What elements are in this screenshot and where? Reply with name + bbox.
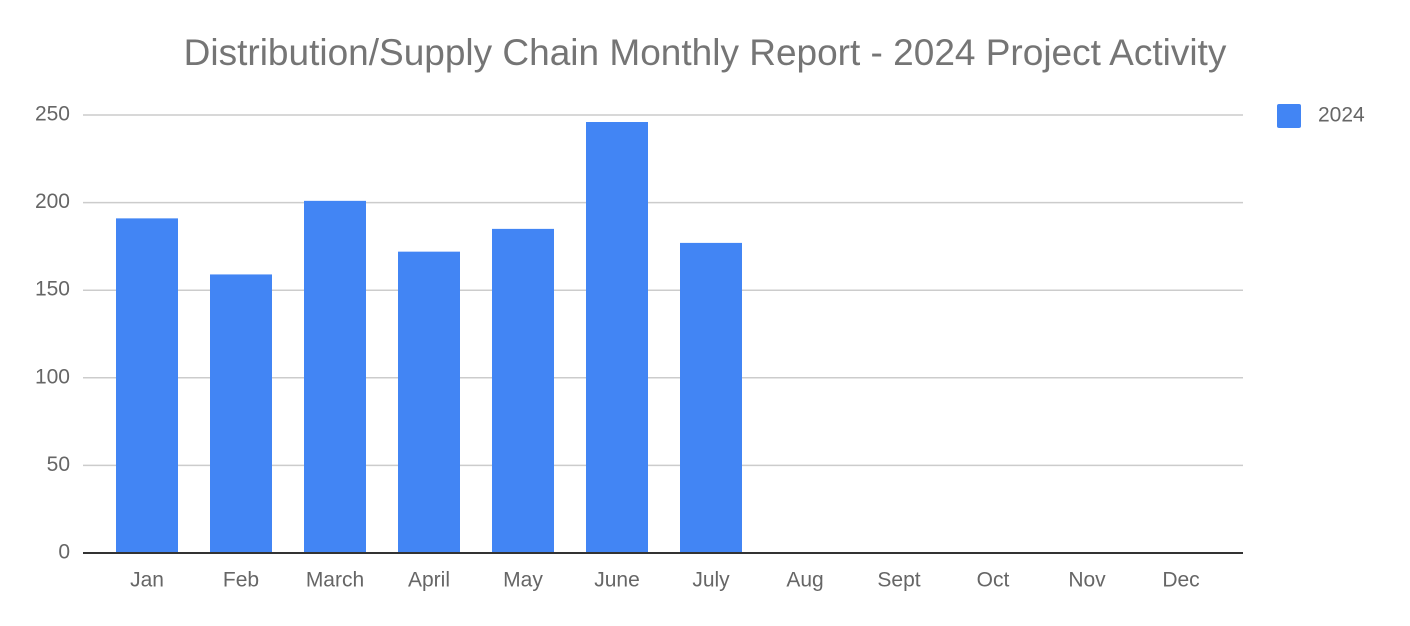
x-tick-label: Jan (130, 569, 164, 592)
bar (680, 242, 742, 553)
legend-swatch (1277, 104, 1301, 128)
y-tick-label: 50 (47, 453, 70, 476)
x-tick-label: Feb (223, 569, 259, 592)
x-tick-label: July (692, 569, 730, 592)
x-tick-label: Dec (1162, 569, 1199, 592)
y-tick-label: 250 (35, 103, 70, 126)
y-tick-label: 0 (58, 541, 70, 564)
bar (586, 122, 648, 554)
y-tick-label: 100 (35, 365, 70, 388)
x-tick-label: Sept (877, 569, 920, 592)
x-tick-label: Nov (1068, 569, 1106, 592)
x-tick-label: June (594, 569, 640, 592)
bar (492, 228, 554, 553)
x-tick-label: Aug (786, 569, 823, 592)
bar (210, 274, 272, 553)
bar (398, 251, 460, 553)
y-tick-label: 150 (35, 278, 70, 301)
y-tick-label: 200 (35, 190, 70, 213)
x-tick-label: March (306, 569, 364, 592)
legend-label: 2024 (1318, 104, 1365, 127)
bar (304, 200, 366, 553)
x-tick-label: Oct (977, 569, 1010, 592)
chart-title: Distribution/Supply Chain Monthly Report… (184, 32, 1227, 73)
x-tick-label: May (503, 569, 543, 592)
x-tick-label: April (408, 569, 450, 592)
bar (116, 218, 178, 554)
